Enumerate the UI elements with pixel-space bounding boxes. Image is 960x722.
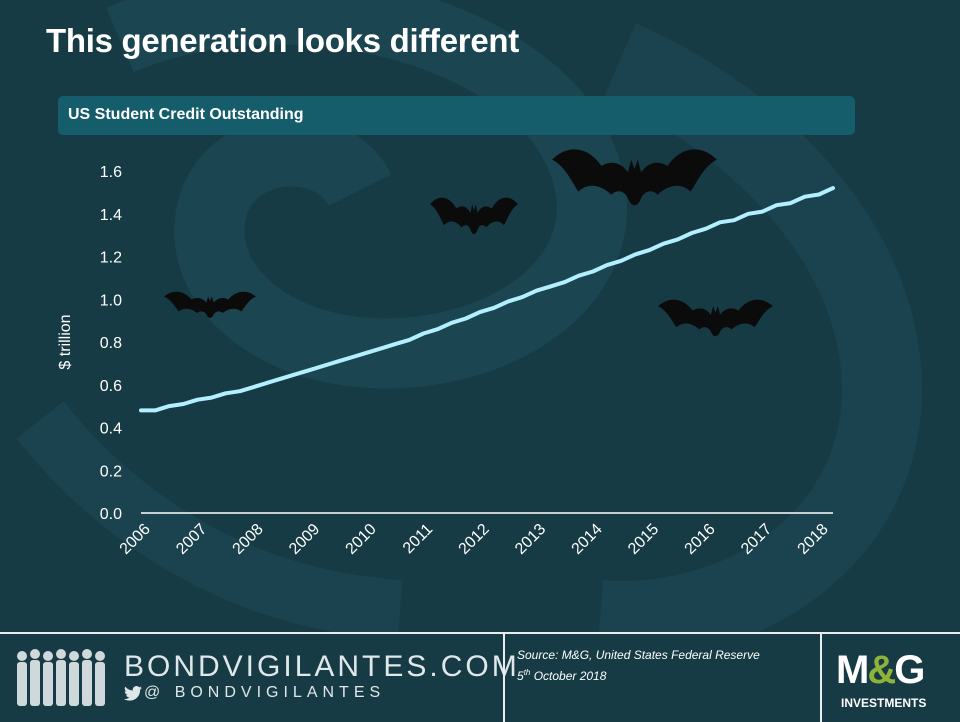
line-chart: 0.0 0.2 0.4 0.6 0.8 1.0 1.2 1.4 1.6 2006 2007 2008 2… — [57, 149, 835, 558]
brand-name[interactable]: BONDVIGILANTES.COM — [124, 650, 520, 683]
logo-ampersand: & — [867, 648, 896, 692]
footer: BONDVIGILANTES.COM @ BONDVIGILANTES Sour… — [0, 632, 960, 722]
page-title: This generation looks different — [46, 22, 519, 59]
date-day: 5 — [517, 669, 524, 683]
brand-handle[interactable]: @ BONDVIGILANTES — [144, 684, 386, 701]
footer-divider-right — [820, 634, 822, 722]
x-tick-label: 2016 — [682, 521, 719, 558]
source-note: Source: M&G, United States Federal Reser… — [517, 648, 760, 662]
bat-icon — [658, 299, 773, 337]
footer-divider-left — [503, 634, 505, 722]
x-tick-label: 2013 — [512, 521, 549, 558]
y-tick-label: 1.2 — [100, 250, 122, 267]
x-tick-label: 2009 — [286, 521, 323, 558]
logo-letter-m: M — [836, 648, 869, 692]
x-tick-label: 2018 — [795, 521, 832, 558]
chart-header-bar: US Student Credit Outstanding — [58, 96, 855, 135]
x-tick-label: 2010 — [343, 521, 380, 558]
background-watermark — [106, 0, 627, 389]
bat-decorations — [164, 149, 773, 337]
bat-icon — [164, 291, 256, 318]
y-tick-label: 0.2 — [100, 463, 122, 480]
x-tick-label: 2015 — [625, 521, 662, 558]
people-silhouette-icon — [17, 649, 105, 706]
y-axis-label: $ trillion — [57, 314, 74, 369]
y-tick-label: 1.6 — [100, 164, 122, 181]
logo-subtitle: INVESTMENTS — [841, 696, 927, 710]
twitter-icon[interactable] — [124, 686, 142, 701]
date-note: 5th October 2018 — [517, 668, 606, 683]
chart-series — [139, 186, 835, 413]
date-suffix: th — [523, 668, 531, 677]
logo-letter-g: G — [894, 648, 925, 692]
x-tick-label: 2006 — [117, 521, 154, 558]
x-tick-label: 2014 — [569, 521, 606, 558]
x-tick-label: 2011 — [400, 521, 436, 557]
chart-header-title: US Student Credit Outstanding — [68, 106, 304, 123]
y-tick-label: 0.8 — [100, 335, 122, 352]
bat-icon — [430, 197, 518, 235]
series-line — [139, 186, 835, 413]
y-tick-label: 0.0 — [100, 506, 122, 523]
x-tick-label: 2007 — [173, 521, 210, 558]
y-tick-label: 1.0 — [100, 292, 122, 309]
bat-icon — [552, 149, 717, 206]
y-tick-label: 0.4 — [100, 421, 122, 438]
mg-logo: M&G — [836, 648, 925, 693]
x-tick-label: 2008 — [230, 521, 267, 558]
date-rest: October 2018 — [530, 669, 607, 683]
y-tick-label: 0.6 — [100, 378, 122, 395]
x-tick-label: 2017 — [738, 521, 775, 558]
y-tick-label: 1.4 — [100, 207, 122, 224]
x-tick-label: 2012 — [456, 521, 493, 558]
